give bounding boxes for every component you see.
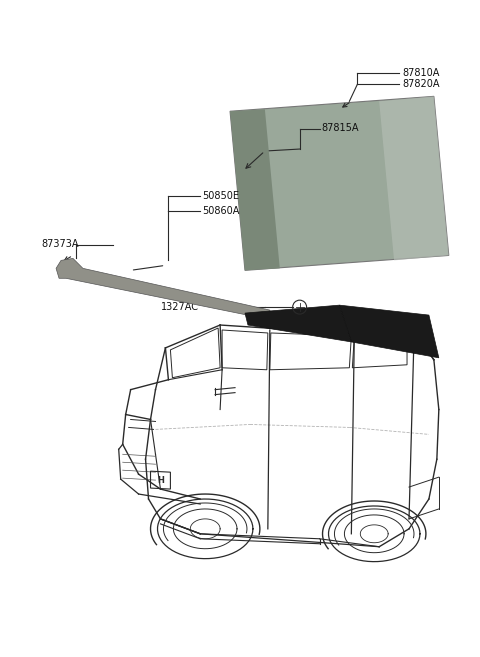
Text: H: H bbox=[157, 476, 164, 485]
Polygon shape bbox=[230, 97, 449, 270]
Text: 87820A: 87820A bbox=[402, 79, 440, 89]
Text: 87810A: 87810A bbox=[402, 68, 439, 78]
Polygon shape bbox=[245, 305, 351, 342]
Polygon shape bbox=[56, 258, 272, 320]
Text: 50850E: 50850E bbox=[202, 191, 239, 201]
Text: 50860A: 50860A bbox=[202, 206, 240, 215]
Polygon shape bbox=[339, 305, 439, 358]
Text: 87815A: 87815A bbox=[322, 123, 359, 133]
Text: 87373A: 87373A bbox=[41, 240, 79, 250]
Text: 1327AC: 1327AC bbox=[160, 302, 198, 312]
Polygon shape bbox=[379, 97, 449, 260]
Polygon shape bbox=[230, 109, 280, 270]
